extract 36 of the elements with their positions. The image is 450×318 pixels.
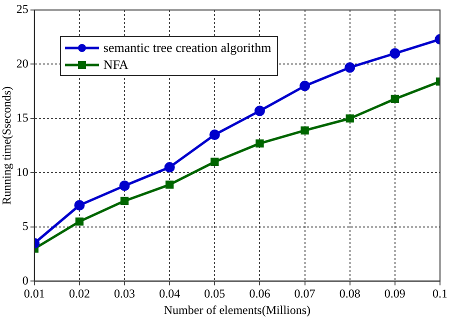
point [300,126,309,134]
point [254,106,265,116]
point [390,94,400,104]
y-tick-label: 25 [16,2,28,16]
x-axis-title: Number of elements(Millions) [164,302,311,317]
point [256,139,264,148]
point [164,162,175,173]
point [210,158,219,166]
legend-label: semantic tree creation algorithm [103,40,272,56]
point [74,200,85,211]
x-tick-label: 0.04 [159,286,180,301]
point [119,180,130,191]
x-tick-label: 0.05 [204,286,226,301]
x-tick-label: 0.1 [432,286,448,301]
point [120,196,129,206]
x-tick-label: 0.02 [68,286,90,301]
point [346,114,354,123]
x-tick-label: 0.09 [384,286,406,301]
x-tick-label: 0.08 [339,286,360,301]
x-tick-label: 0.01 [24,286,45,301]
y-axis-title: Running time(Sseconds) [0,86,14,205]
point [75,217,84,226]
y-tick-label: 0 [22,273,28,288]
x-tick-label: 0.06 [249,286,270,301]
y-tick-label: 10 [16,164,28,179]
point [209,130,220,140]
legend-label: NFA [103,56,128,72]
point [344,62,356,73]
point [390,48,400,59]
x-tick-label: 0.07 [294,286,316,301]
point [166,180,174,189]
y-tick-label: 20 [16,56,28,70]
y-tick-label: 15 [16,110,28,125]
point [300,80,310,92]
y-tick-label: 5 [22,219,28,234]
x-tick-label: 0.03 [114,286,136,301]
